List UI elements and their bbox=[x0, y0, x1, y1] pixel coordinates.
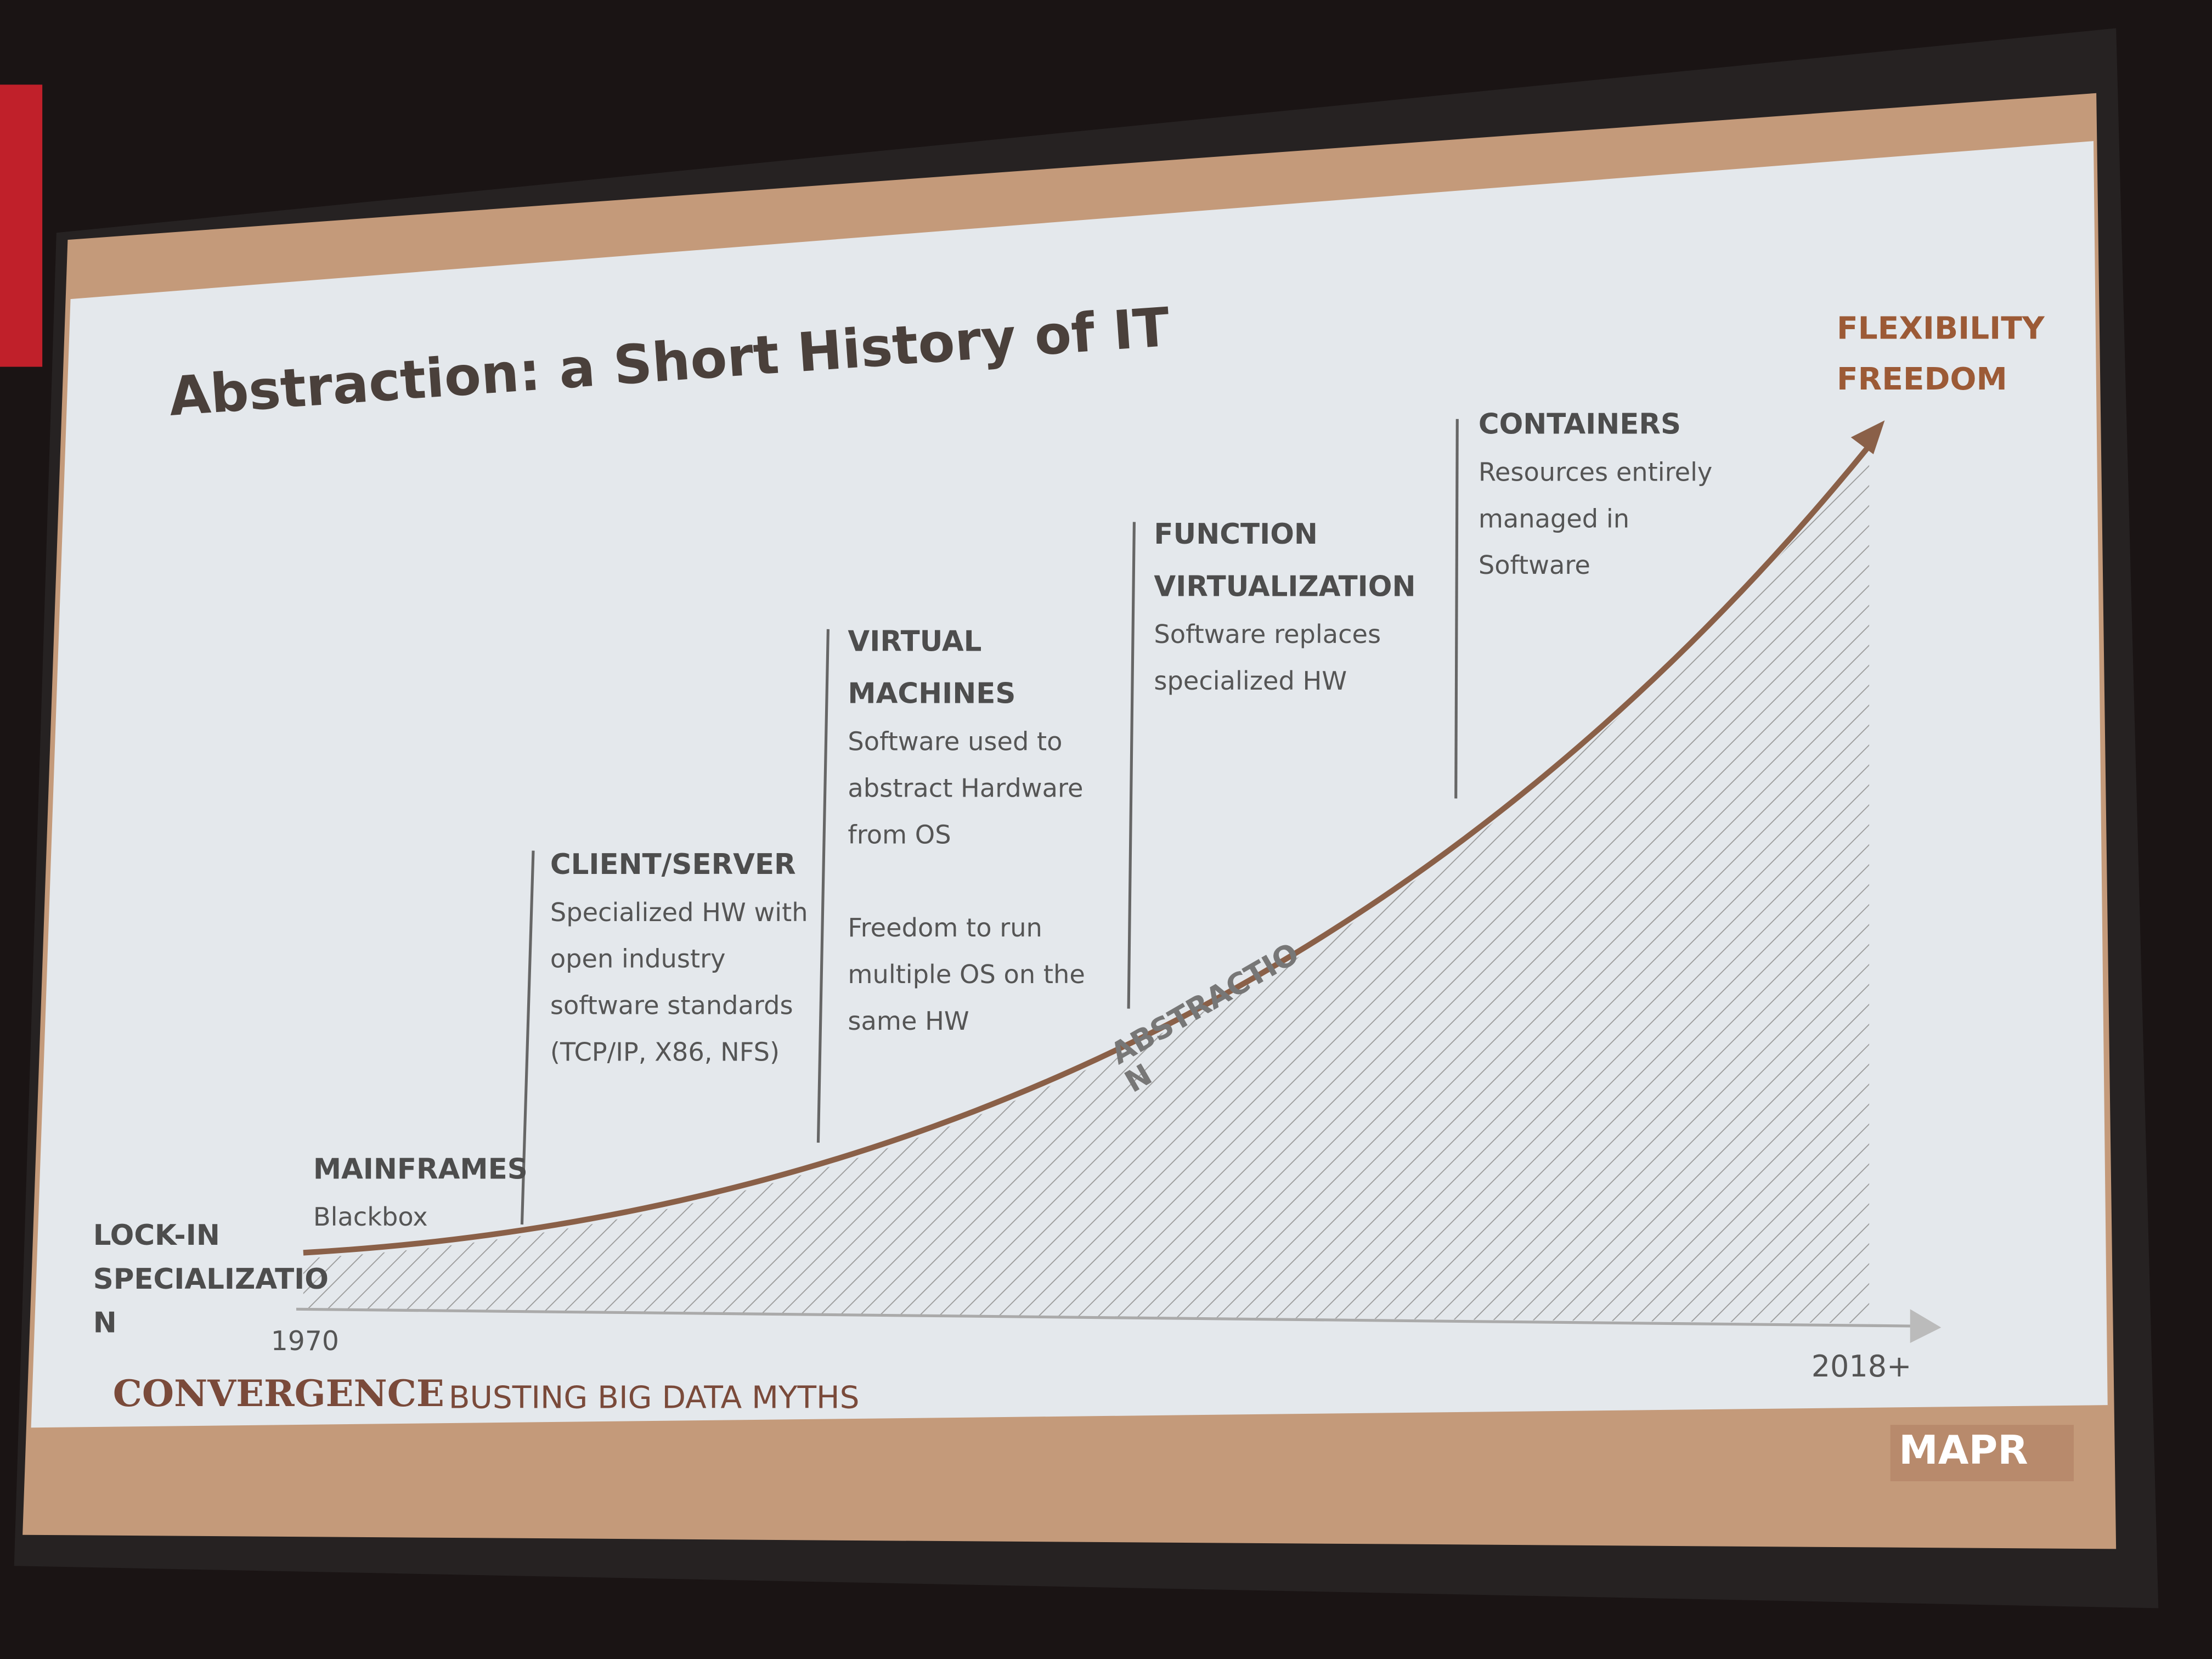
stage-text: Software bbox=[1479, 550, 1590, 580]
stage-heading: VIRTUAL bbox=[848, 625, 981, 658]
logo-bg bbox=[1890, 1425, 2074, 1481]
stage-heading: CLIENT/SERVER bbox=[550, 848, 796, 881]
footer-event: CONVERGENCE bbox=[113, 1372, 444, 1415]
stage-text: Freedom to run bbox=[848, 913, 1042, 943]
logo: MAPR bbox=[1899, 1427, 2028, 1473]
curve-arrowhead bbox=[1850, 420, 1885, 454]
start-label: N bbox=[93, 1307, 117, 1340]
stage-text: (TCP/IP, X86, NFS) bbox=[550, 1037, 780, 1066]
stage-heading: VIRTUALIZATION bbox=[1154, 570, 1415, 603]
stage-text: from OS bbox=[848, 820, 951, 849]
abstraction-curve bbox=[303, 444, 1872, 1256]
time-axis bbox=[296, 1307, 1916, 1328]
divider bbox=[1454, 419, 1459, 799]
footer-tagline: BUSTING BIG DATA MYTHS bbox=[449, 1379, 860, 1415]
stage-text: Resources entirely bbox=[1479, 458, 1712, 487]
stage-text: Blackbox bbox=[313, 1202, 428, 1232]
axis-start: 1970 bbox=[271, 1325, 339, 1357]
stage-text: software standards bbox=[550, 991, 793, 1020]
stage-text: abstract Hardware bbox=[848, 774, 1083, 803]
end-label: FREEDOM bbox=[1837, 361, 2007, 397]
stage-text: multiple OS on the bbox=[848, 960, 1085, 989]
start-label: SPECIALIZATIO bbox=[93, 1263, 329, 1296]
stage-text: same HW bbox=[848, 1006, 969, 1036]
axis-arrowhead bbox=[1910, 1309, 1942, 1343]
stage-text: Software used to bbox=[848, 727, 1062, 757]
stage-text: managed in bbox=[1479, 504, 1629, 533]
stage-text: Software replaces bbox=[1154, 619, 1381, 649]
stage-heading: MAINFRAMES bbox=[313, 1153, 528, 1186]
divider bbox=[1127, 522, 1136, 1009]
area-hatch bbox=[303, 451, 1870, 1323]
stage-heading: FUNCTION bbox=[1154, 518, 1318, 551]
stage-heading: CONTAINERS bbox=[1479, 408, 1681, 441]
axis-end: 2018+ bbox=[1812, 1349, 1912, 1384]
wall-light bbox=[0, 84, 43, 367]
divider bbox=[816, 629, 830, 1143]
divider bbox=[520, 850, 535, 1225]
stage-text: open industry bbox=[550, 944, 726, 974]
stage-text: Specialized HW with bbox=[550, 898, 808, 927]
start-label: LOCK-IN bbox=[93, 1219, 220, 1252]
end-label: FLEXIBILITY bbox=[1837, 310, 2045, 346]
stage-heading: MACHINES bbox=[848, 678, 1015, 710]
stage-text: specialized HW bbox=[1154, 666, 1347, 696]
